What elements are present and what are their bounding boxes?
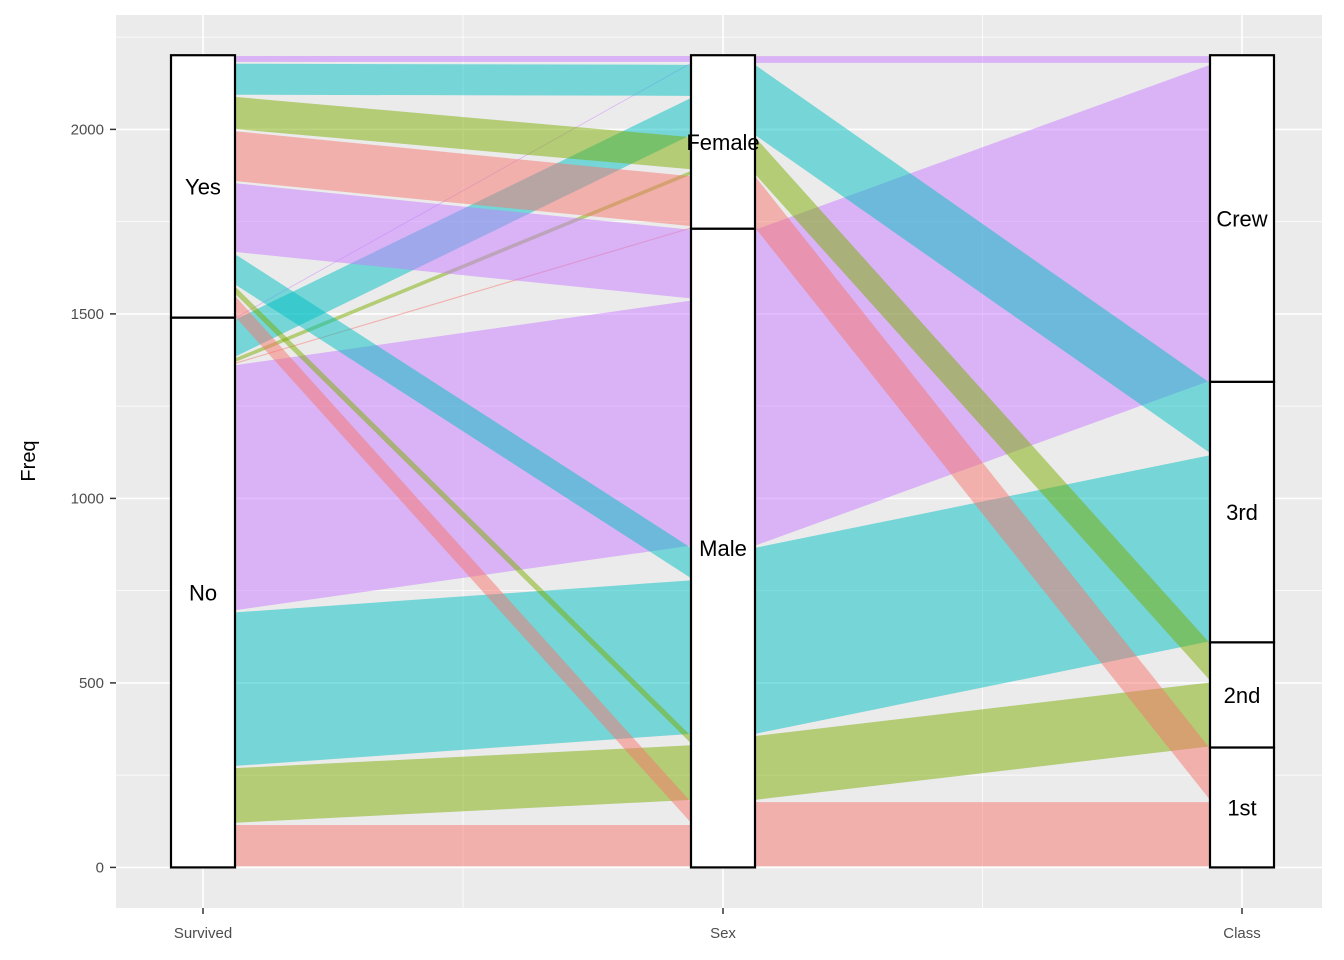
y-tick-label: 500 [79, 675, 104, 692]
ribbon-no-male-2nd [235, 745, 691, 823]
category-box-yes [169, 54, 237, 319]
category-box-3rd [1208, 380, 1276, 644]
ribbons [235, 55, 1210, 867]
ribbon-yes-male-3rd [235, 254, 691, 579]
x-axis: Survived Sex Class [174, 908, 1261, 942]
category-label-yes: Yes [185, 174, 221, 199]
ribbon-female-3rd-3rd [755, 64, 1210, 454]
ribbon-no-male-crew [235, 300, 691, 611]
y-axis-title: Freq [18, 440, 40, 481]
category-label-male: Male [699, 536, 747, 561]
ribbon-male-2nd-2nd [755, 682, 1210, 800]
category-box-crew [1208, 54, 1276, 383]
ribbon-yes-male-1st [235, 295, 691, 823]
category-label-female: Female [686, 130, 759, 155]
category-box-1st [1208, 746, 1276, 869]
ribbon-female-1st-1st [755, 176, 1210, 800]
x-tick-label: Sex [710, 925, 736, 942]
category-box-no [169, 316, 237, 869]
ribbon-yes-female-crew [235, 55, 691, 62]
y-tick-label: 0 [96, 859, 104, 876]
ribbon-yes-female-3rd [235, 63, 691, 96]
ribbon-female-crew-crew [755, 56, 1210, 63]
category-label-crew: Crew [1216, 207, 1267, 232]
ribbon-yes-male-2nd [235, 286, 691, 744]
y-tick-label: 1000 [71, 490, 104, 507]
category-box-male [689, 227, 757, 869]
ribbon-no-male-1st [235, 824, 691, 867]
ribbon-yes-male-crew [235, 183, 691, 299]
y-tick-label: 1500 [71, 306, 104, 323]
category-label-2nd: 2nd [1224, 683, 1261, 708]
category-boxes: No Yes Male Female 1st 2nd 3rd Crew [169, 54, 1276, 869]
ribbon-male-crew-crew [755, 64, 1210, 546]
y-tick-label: 2000 [71, 121, 104, 138]
category-label-3rd: 3rd [1226, 500, 1258, 525]
x-tick-label: Survived [174, 925, 232, 942]
category-box-2nd [1208, 641, 1276, 749]
x-tick-label: Class [1223, 925, 1261, 942]
category-label-1st: 1st [1227, 795, 1256, 820]
category-box-female [689, 54, 757, 230]
ribbon-female-2nd-2nd [755, 137, 1210, 681]
ribbon-yes-female-2nd [235, 96, 691, 170]
ribbon-yes-female-1st [235, 131, 691, 227]
category-label-no: No [189, 580, 217, 605]
y-axis: 0 500 1000 1500 2000 [71, 121, 116, 876]
ribbon-male-1st-1st [755, 802, 1210, 867]
